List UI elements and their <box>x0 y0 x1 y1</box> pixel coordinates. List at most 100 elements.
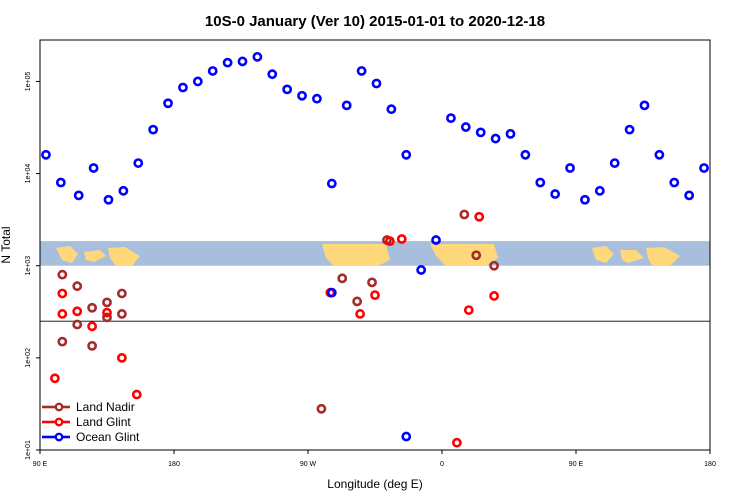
ocean-glint-point <box>431 235 441 245</box>
land-nadir-point <box>87 302 98 313</box>
ocean-glint-point <box>446 113 456 124</box>
land-glint-point <box>72 306 83 317</box>
ocean-glint-point <box>356 66 367 76</box>
ocean-glint-point <box>88 163 99 173</box>
ocean-glint-point <box>326 178 337 189</box>
ocean-glint-point <box>520 149 531 160</box>
ocean-glint-point <box>624 124 635 135</box>
x-tick-label: 180 <box>704 461 716 468</box>
ocean-glint-point <box>594 185 605 196</box>
ocean-glint-point <box>103 194 114 205</box>
ocean-glint-point <box>401 149 412 160</box>
ocean-glint-point <box>55 177 66 188</box>
ocean-glint-point <box>401 431 412 442</box>
land-shape <box>56 246 78 263</box>
land-nadir-point <box>316 403 327 414</box>
y-tick-label: 1e+03 <box>25 256 32 276</box>
land-nadir-legend-marker <box>54 402 64 412</box>
ocean-glint-point <box>460 122 471 132</box>
land-nadir-point <box>57 269 68 280</box>
ocean-glint-point <box>178 82 188 93</box>
land-nadir-point <box>57 336 68 347</box>
ocean-glint-point <box>654 149 665 160</box>
ocean-glint-point <box>416 265 427 275</box>
ocean-glint-legend-label: Ocean Glint <box>76 430 140 444</box>
land-nadir-point <box>102 297 112 308</box>
land-shape <box>620 250 644 263</box>
ocean-glint-point <box>237 56 248 67</box>
land-shape <box>322 244 390 266</box>
land-nadir-point <box>116 309 127 319</box>
ocean-glint-point <box>118 185 129 196</box>
land-glint-point <box>116 352 127 363</box>
land-nadir-legend-label: Land Nadir <box>76 400 135 414</box>
ocean-glint-point <box>267 69 278 80</box>
ocean-glint-point <box>550 189 561 199</box>
ocean-glint-point <box>684 190 695 201</box>
ocean-glint-point <box>326 287 337 298</box>
ocean-glint-point <box>192 76 203 87</box>
ocean-glint-point <box>699 163 709 173</box>
ocean-glint-point <box>669 177 680 188</box>
land-nadir-point <box>102 312 112 323</box>
x-tick-label: 0 <box>440 461 444 468</box>
land-glint-point <box>489 291 500 301</box>
y-tick-label: 1e+02 <box>25 348 32 368</box>
y-axis-label: N Total <box>0 226 13 263</box>
land-shape <box>430 244 498 266</box>
ocean-glint-point <box>297 90 307 101</box>
land-glint-point <box>384 236 395 247</box>
land-glint-point <box>474 211 485 222</box>
ocean-glint-point <box>133 158 144 168</box>
chart-title: 10S-0 January (Ver 10) 2015-01-01 to 202… <box>205 13 545 30</box>
ocean-glint-point <box>580 194 590 205</box>
land-glint-point <box>57 309 68 319</box>
land-glint-point <box>370 290 380 300</box>
land-nadir-point <box>116 288 127 299</box>
ocean-glint-point <box>41 149 51 160</box>
land-shape <box>646 247 680 266</box>
y-tick-label: 1e+05 <box>25 72 32 92</box>
x-axis: 90 E 180 90 W 0 90 E 180 <box>33 450 716 468</box>
land-glint-point <box>463 305 474 315</box>
y-axis: 1e+01 1e+02 1e+03 1e+04 1e+05 <box>25 72 40 460</box>
land-glint-point <box>102 307 112 318</box>
land-shape <box>108 247 140 266</box>
land-nadir-point <box>72 281 83 292</box>
ocean-glint-point <box>148 124 159 135</box>
land-glint-point <box>396 234 407 244</box>
land-nadir-point <box>72 319 83 330</box>
ocean-glint-point <box>386 104 397 115</box>
ocean-glint-point <box>341 100 352 111</box>
land-glint-point <box>49 373 60 384</box>
land-glint-legend-label: Land Glint <box>76 415 131 429</box>
land-nadir-point <box>489 260 500 271</box>
ocean-glint-point <box>505 128 516 139</box>
land-nadir-point <box>337 273 348 284</box>
x-tick-label: 90 E <box>33 461 48 468</box>
x-tick-label: 90 E <box>569 461 584 468</box>
x-tick-label: 90 W <box>300 461 317 468</box>
land-nadir-point <box>471 250 482 261</box>
ocean-glint-point <box>609 158 620 168</box>
land-glint-point <box>451 437 462 448</box>
ocean-glint-point <box>207 66 218 76</box>
ocean-glint-point <box>73 190 84 201</box>
land-shape <box>592 246 614 263</box>
ocean-glint-point <box>222 57 233 68</box>
land-glint-point <box>355 309 366 319</box>
land-shape <box>84 250 106 262</box>
land-nadir-point <box>352 296 363 307</box>
y-tick-label: 1e+01 <box>25 440 32 460</box>
land-nadir-point <box>87 340 98 351</box>
ocean-glint-point <box>490 133 501 144</box>
y-tick-label: 1e+04 <box>25 164 32 184</box>
ocean-glint-point <box>371 78 382 89</box>
land-nadir-point <box>459 209 470 220</box>
ocean-glint-point <box>639 100 650 111</box>
data-points <box>41 51 709 448</box>
plot-frame <box>39 39 711 451</box>
ocean-glint-point <box>535 177 546 188</box>
